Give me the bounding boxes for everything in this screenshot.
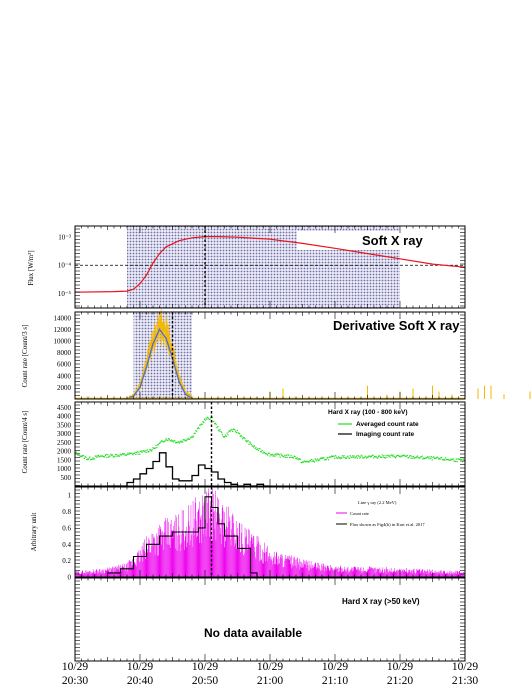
soft-xray-point [178, 240, 180, 241]
x-tick-date-label: 10/29 [62, 661, 88, 673]
soft-xray-point [139, 283, 141, 285]
no-data-message: No data available [204, 626, 302, 640]
hard-xray-imaging-histogram [107, 452, 270, 487]
soft-xray-point [217, 236, 219, 237]
x-tick-date-label: 10/29 [452, 661, 478, 673]
soft-xray-title: Soft X ray [362, 233, 423, 248]
panel-frame [74, 577, 466, 662]
x-tick-date-label: 10/29 [387, 661, 413, 673]
derivative-ytick-label: 4000 [57, 372, 72, 380]
hard-xray-ytick-label: 500 [61, 474, 72, 482]
x-tick-time-label: 21:00 [257, 675, 283, 687]
soft-xray-point [191, 237, 193, 239]
soft-xray-ylabel: Flux [W/m²] [27, 250, 35, 285]
x-tick-time-label: 21:20 [387, 675, 413, 687]
x-tick-date-label: 10/29 [257, 661, 283, 673]
hard-xray-ytick-label: 4500 [57, 404, 72, 412]
hard-xray-ytick-label: 1000 [57, 465, 72, 473]
arbitrary-unit-ytick-label: 0.4 [62, 541, 71, 549]
derivative-fit-line [126, 328, 193, 400]
title-backdrop [297, 231, 425, 250]
soft-xray-point [133, 288, 134, 290]
arbitrary-unit-ytick-label: 1 [68, 492, 72, 500]
soft-xray-point [367, 253, 368, 254]
soft-xray-point [159, 253, 160, 254]
soft-xray-point [152, 262, 154, 264]
arbitrary-unit-ytick-label: 0.2 [62, 557, 71, 565]
soft-xray-point [165, 246, 167, 248]
derivative-ytick-label: 8000 [57, 349, 72, 357]
arbitrary-unit-ytick-label: 0.6 [62, 524, 71, 532]
x-tick-time-label: 21:10 [322, 675, 348, 687]
soft-xray-point [113, 291, 115, 292]
x-tick-time-label: 20:50 [192, 675, 218, 687]
x-tick-time-label: 20:40 [127, 675, 153, 687]
soft-xray-point [334, 248, 336, 249]
arbitrary-unit-ylabel: Arbitrary unit [30, 513, 38, 552]
derivative-ytick-label: 6000 [57, 361, 72, 369]
hard-xray-ytick-label: 3500 [57, 421, 72, 429]
arbitrary-unit-ytick-label: 0.8 [62, 508, 71, 516]
legend-imaging-label: Imaging count rate [356, 431, 415, 438]
soft-xray-point [269, 238, 271, 240]
arbitrary-unit-ytick-label: 0 [68, 574, 72, 582]
soft-xray-point [126, 290, 128, 292]
x-axis-labels: 10/29 20:30 10/29 20:40 10/29 20:50 10/29 21:00… [62, 661, 478, 687]
hard-xray-50kev-title: Hard X ray (>50 keV) [342, 597, 420, 606]
derivative-ytick-label: 12000 [54, 326, 72, 334]
soft-xray-point [146, 274, 147, 276]
line-gamma-legend-title: Line γ ray (2.2 MeV) [358, 500, 397, 505]
derivative-ytick-label: 10000 [54, 338, 72, 346]
x-tick-time-label: 21:30 [452, 675, 478, 687]
hard-xray-ytick-label: 1500 [57, 456, 72, 464]
hard-xray-ytick-label: 4000 [57, 413, 72, 421]
soft-xray-ytick-label: 10⁻³ [58, 234, 71, 242]
soft-xray-point [399, 258, 401, 260]
hard-xray-ytick-label: 2500 [57, 439, 72, 447]
soft-xray-point [302, 243, 303, 244]
x-tick-date-label: 10/29 [192, 661, 218, 673]
hard-xray-title: Hard X ray (100 - 800 keV) [328, 409, 408, 416]
soft-xray-ytick-label: 10⁻⁵ [58, 290, 72, 298]
soft-xray-point [432, 263, 433, 265]
derivative-ytick-label: 2000 [57, 384, 72, 392]
shaded-regions-layer [127, 226, 425, 399]
legend-averaged-label: Averaged count rate [356, 421, 419, 428]
x-tick-date-label: 10/29 [322, 661, 348, 673]
derivative-ytick-label: 14000 [54, 314, 72, 322]
x-tick-date-label: 10/29 [127, 661, 153, 673]
frames-and-ticks-layer: 10⁻⁵10⁻⁴10⁻³2000400060008000100001200014… [54, 225, 466, 662]
derivative-sxr-title: Derivative Soft X ray [333, 318, 460, 333]
soft-xray-ytick-label: 10⁻⁴ [58, 262, 72, 270]
soft-xray-point [237, 236, 238, 238]
legend-flux-label: Flux shown as Fig4(b) in Kurt et.al. 201… [350, 522, 425, 527]
shade-region-main [127, 226, 225, 308]
derivative-sxr-ylabel: Count rate [Count/3 s] [21, 325, 29, 388]
x-tick-time-label: 20:30 [62, 675, 88, 687]
hard-xray-ylabel: Count rate [Count/4 s] [21, 411, 29, 474]
cursor-lines-layer [171, 226, 213, 577]
legend-count-rate-label: Count rate [350, 511, 369, 516]
line-gamma-flux-histogram [107, 496, 261, 578]
hard-xray-ytick-label: 2000 [57, 448, 72, 456]
hard-xray-ytick-label: 3000 [57, 430, 72, 438]
